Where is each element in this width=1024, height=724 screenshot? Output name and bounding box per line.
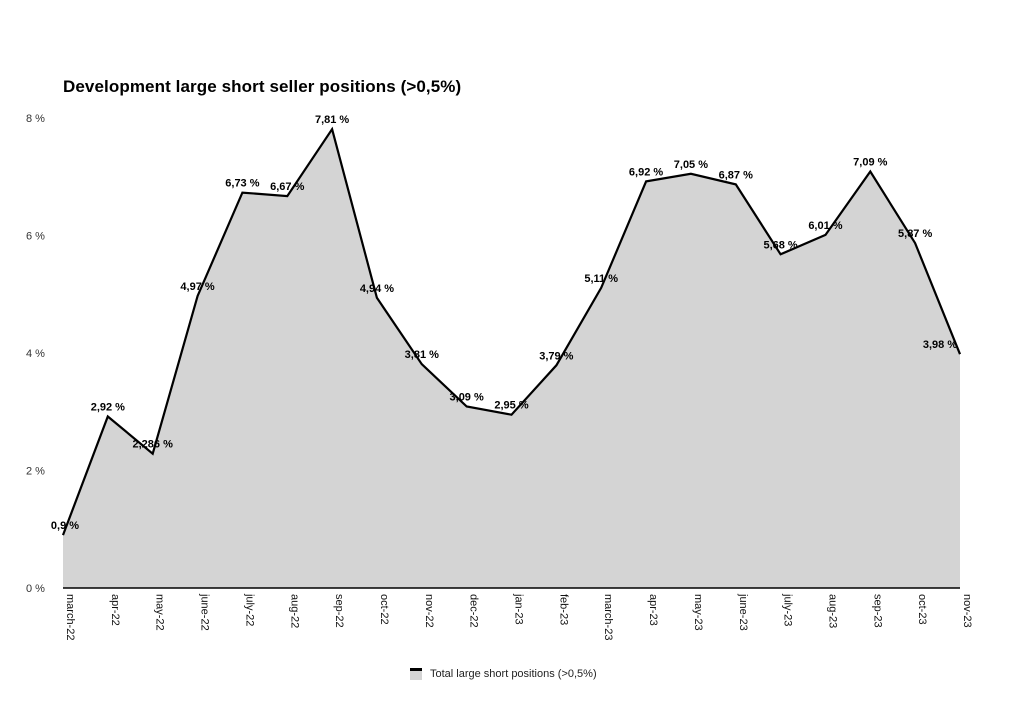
data-label: 6,87 % bbox=[719, 169, 753, 181]
x-tick-label: nov-22 bbox=[423, 594, 435, 628]
x-tick-label: feb-23 bbox=[557, 594, 569, 625]
data-label: 3,81 % bbox=[405, 349, 439, 361]
x-tick-label: may-22 bbox=[154, 594, 166, 631]
x-tick-label: march-22 bbox=[64, 594, 76, 640]
x-tick-label: jan-23 bbox=[513, 593, 525, 625]
x-tick-label: sep-23 bbox=[871, 594, 883, 628]
data-label: 7,81 % bbox=[315, 114, 349, 126]
y-tick-label: 8 % bbox=[26, 113, 45, 125]
data-label: 5,11 % bbox=[584, 273, 618, 285]
data-label: 3,79 % bbox=[539, 350, 573, 362]
legend: Total large short positions (>0,5%) bbox=[410, 668, 597, 680]
y-tick-label: 2 % bbox=[26, 466, 45, 478]
x-tick-label: march-23 bbox=[602, 594, 614, 640]
x-tick-label: sep-22 bbox=[333, 594, 345, 628]
area-layer bbox=[63, 129, 960, 588]
y-axis-ticks: 0 % 2 % 4 % 6 % 8 % bbox=[26, 113, 45, 595]
data-label: 7,05 % bbox=[674, 159, 708, 171]
chart-title: Development large short seller positions… bbox=[63, 77, 462, 96]
series-line bbox=[61, 126, 962, 536]
series-area bbox=[63, 129, 960, 588]
legend-label: Total large short positions (>0,5%) bbox=[430, 668, 597, 680]
data-label: 0,9 % bbox=[51, 520, 79, 532]
legend-swatch bbox=[410, 668, 422, 680]
data-label: 4,97 % bbox=[180, 281, 214, 293]
x-tick-label: aug-22 bbox=[288, 594, 300, 628]
data-label: 6,67 % bbox=[270, 181, 304, 193]
data-label: 6,73 % bbox=[225, 178, 259, 190]
data-label: 5,87 % bbox=[898, 228, 932, 240]
data-labels: 0,9 % 2,92 % 2,286 % 4,97 % 6,73 % 6,67 % 7,81… bbox=[51, 114, 957, 532]
x-tick-label: oct-23 bbox=[916, 594, 928, 625]
data-label: 6,92 % bbox=[629, 166, 663, 178]
y-tick-label: 6 % bbox=[26, 231, 45, 243]
data-label: 2,95 % bbox=[494, 400, 528, 412]
y-tick-label: 0 % bbox=[26, 583, 45, 595]
data-label: 6,01 % bbox=[808, 220, 842, 232]
x-tick-label: apr-22 bbox=[109, 594, 121, 626]
line-layer bbox=[61, 126, 962, 536]
x-tick-label: june-22 bbox=[199, 593, 211, 631]
data-label: 4,94 % bbox=[360, 283, 394, 295]
x-tick-label: dec-22 bbox=[468, 594, 480, 628]
x-tick-label: apr-23 bbox=[647, 594, 659, 626]
x-tick-label: nov-23 bbox=[961, 594, 973, 628]
data-label: 3,09 % bbox=[450, 391, 484, 403]
x-tick-label: july-22 bbox=[243, 593, 255, 626]
x-tick-label: may-23 bbox=[692, 594, 704, 631]
x-axis-ticks: march-22 apr-22 may-22 june-22 july-22 aug-22… bbox=[64, 593, 973, 640]
data-label: 5,68 % bbox=[763, 239, 797, 251]
data-label: 2,286 % bbox=[133, 439, 174, 451]
x-tick-label: aug-23 bbox=[826, 594, 838, 628]
y-tick-label: 4 % bbox=[26, 348, 45, 360]
x-tick-label: july-23 bbox=[782, 593, 794, 626]
data-label: 7,09 % bbox=[853, 156, 887, 168]
data-label: 2,92 % bbox=[91, 401, 125, 413]
x-tick-label: oct-22 bbox=[378, 594, 390, 625]
data-label: 3,98 % bbox=[923, 339, 957, 351]
x-tick-label: june-23 bbox=[737, 593, 749, 631]
